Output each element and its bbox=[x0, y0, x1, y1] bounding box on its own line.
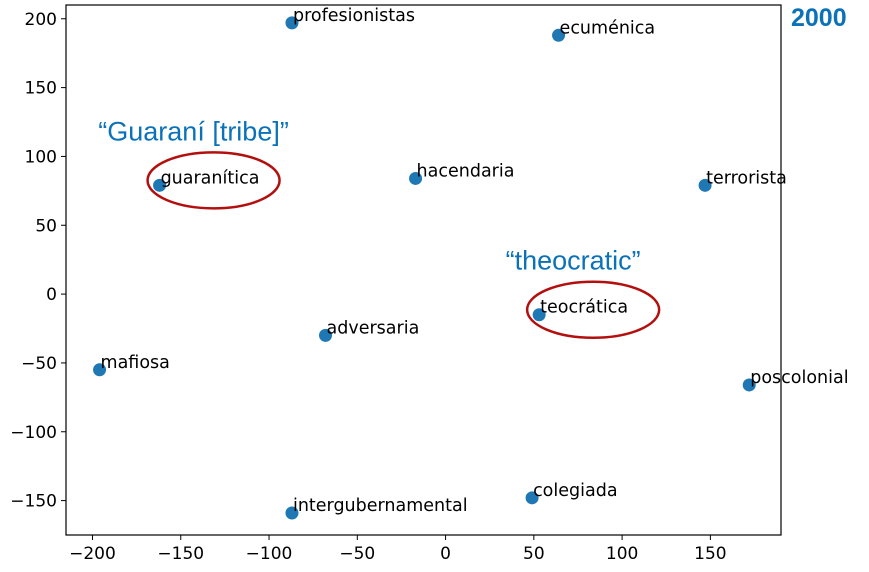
y-tick-label: 50 bbox=[35, 216, 57, 236]
y-axis: −150 −100 −50 0 50 100 150 200 bbox=[10, 10, 66, 512]
data-point bbox=[742, 378, 756, 392]
plot-frame bbox=[65, 4, 782, 536]
x-tick-label: −100 bbox=[246, 544, 293, 564]
point-label: guaranítica bbox=[161, 168, 260, 188]
y-tick-label: −100 bbox=[10, 423, 57, 443]
x-tick-label: −50 bbox=[339, 544, 375, 564]
y-tick-label: 150 bbox=[25, 79, 57, 99]
y-tick-label: −150 bbox=[10, 492, 57, 512]
plot-marks: profesionistas ecuménica guaranítica hacend… bbox=[93, 6, 849, 520]
x-tick-label: 100 bbox=[606, 544, 638, 564]
y-tick-label: 0 bbox=[46, 285, 57, 305]
annotation-text: “theocratic” bbox=[506, 246, 641, 276]
point-label: profesionistas bbox=[293, 6, 415, 26]
point-label: teocrática bbox=[540, 298, 628, 318]
point-label: intergubernamental bbox=[293, 496, 468, 516]
point-label: adversaria bbox=[327, 318, 420, 338]
x-tick-label: 50 bbox=[523, 544, 545, 564]
annotations: “Guaraní [tribe]” “theocratic” bbox=[98, 116, 661, 339]
annotation-ellipse bbox=[525, 280, 661, 339]
data-point bbox=[319, 328, 333, 342]
y-tick-label: −50 bbox=[21, 354, 57, 374]
x-tick-label: 0 bbox=[440, 544, 451, 564]
point-label: hacendaria bbox=[417, 161, 515, 181]
x-axis: −200 −150 −100 −50 0 50 100 150 bbox=[69, 535, 727, 564]
x-tick-label: −150 bbox=[157, 544, 204, 564]
data-point bbox=[552, 28, 566, 42]
y-tick-label: 200 bbox=[25, 10, 57, 30]
data-point bbox=[525, 491, 539, 505]
point-label: colegiada bbox=[533, 481, 617, 501]
data-point bbox=[698, 178, 712, 192]
data-point bbox=[409, 171, 423, 185]
x-tick-label: −200 bbox=[69, 544, 116, 564]
data-point bbox=[153, 178, 167, 192]
x-tick-label: 150 bbox=[694, 544, 726, 564]
data-point bbox=[285, 506, 299, 520]
data-point bbox=[285, 16, 299, 30]
point-label: ecuménica bbox=[560, 18, 656, 38]
data-point bbox=[532, 308, 546, 322]
y-tick-label: 100 bbox=[25, 147, 57, 167]
point-label: terrorista bbox=[706, 168, 787, 188]
point-label: mafiosa bbox=[101, 353, 170, 373]
point-label: poscolonial bbox=[750, 368, 848, 388]
corner-label: 2000 bbox=[791, 4, 847, 32]
annotation-text: “Guaraní [tribe]” bbox=[98, 116, 289, 146]
data-point bbox=[93, 363, 107, 377]
annotation-ellipse bbox=[146, 151, 281, 210]
